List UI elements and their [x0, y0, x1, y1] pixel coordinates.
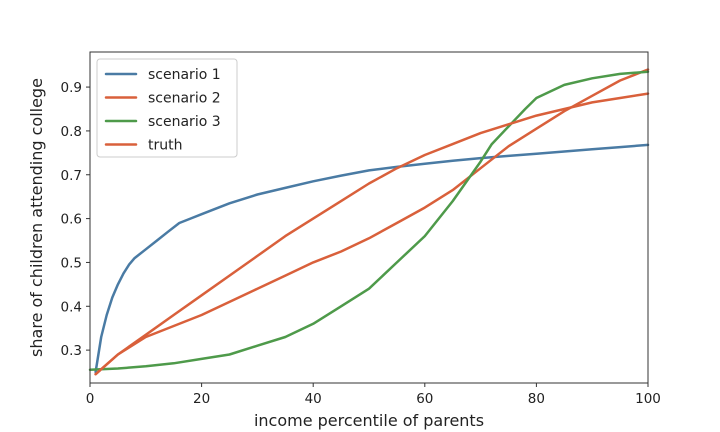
y-axis: 0.3 0.4 0.5 0.6 0.7 0.8 0.9 — [61, 80, 90, 359]
x-tick-label: 100 — [635, 391, 661, 407]
y-tick-label: 0.8 — [61, 124, 82, 140]
y-tick-label: 0.5 — [61, 255, 82, 271]
series-line-3 — [88, 70, 650, 372]
y-tick-label: 0.4 — [61, 299, 82, 315]
series-line-2 — [94, 68, 650, 376]
x-tick-label: 0 — [86, 391, 95, 407]
legend: scenario 1 scenario 2 scenario 3 truth — [96, 58, 238, 158]
plot-frame — [89, 51, 649, 384]
y-tick-label: 0.9 — [61, 80, 82, 96]
y-tick-label: 0.6 — [61, 212, 82, 228]
series-line-4 — [94, 92, 650, 376]
legend-label: scenario 2 — [148, 91, 221, 107]
x-tick-label: 80 — [528, 391, 545, 407]
x-tick-label: 60 — [416, 391, 433, 407]
series-layer — [88, 68, 650, 376]
x-axis-label: income percentile of parents — [254, 411, 484, 430]
y-tick-label: 0.3 — [61, 343, 82, 359]
y-tick-label: 0.7 — [61, 168, 82, 184]
x-tick-label: 20 — [193, 391, 210, 407]
series-line-1 — [94, 143, 650, 374]
legend-label: truth — [148, 138, 182, 154]
x-tick-label: 40 — [305, 391, 322, 407]
legend-label: scenario 3 — [148, 114, 221, 130]
legend-label: scenario 1 — [148, 67, 221, 83]
x-axis: 0 20 40 60 80 100 — [86, 383, 661, 407]
legend-box — [96, 58, 238, 158]
y-axis-label: share of children attending college — [27, 78, 46, 357]
